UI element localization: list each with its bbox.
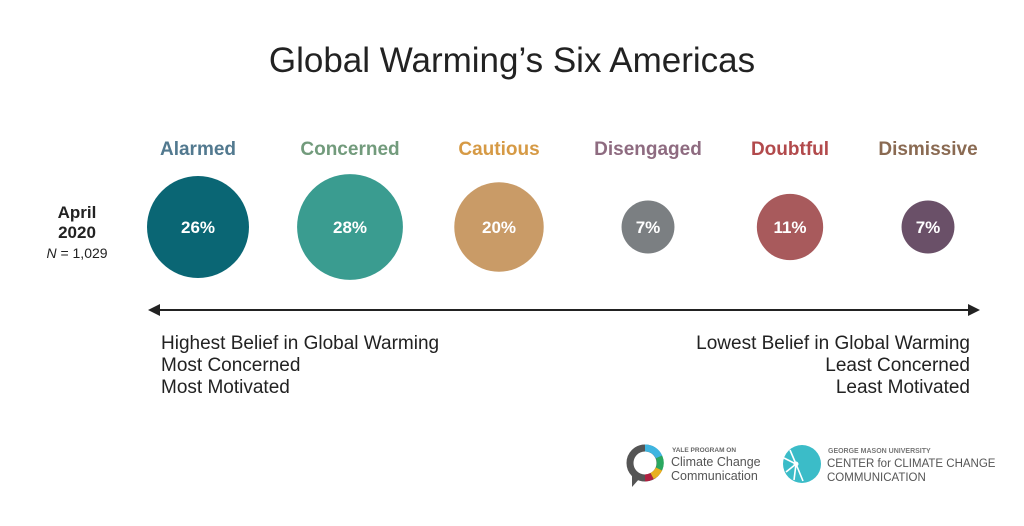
n-symbol: N [46, 245, 57, 261]
bubble-disengaged [621, 200, 675, 254]
belief-axis [148, 304, 980, 316]
arrow-right-icon [968, 304, 980, 316]
axis-left-label: Most Concerned [161, 355, 300, 376]
bubbles: Alarmed 26% Concerned 28% Cautious 20% Disenga… [147, 139, 978, 280]
axis-right-label: Least Motivated [836, 377, 970, 398]
value-label-doubtful: 11% [773, 218, 806, 237]
row-label-n: N = 1,029 [46, 245, 107, 261]
n-value: = 1,029 [60, 245, 107, 261]
bubble-cautious [454, 182, 544, 272]
value-label-concerned: 28% [333, 218, 367, 237]
axis-left-label: Most Motivated [161, 377, 290, 398]
axis-left-label: Highest Belief in Global Warming [161, 333, 439, 354]
yale-logo: YALE PROGRAM ON Climate Change Communica… [626, 444, 761, 487]
gmu-logo-small: GEORGE MASON UNIVERSITY [828, 448, 931, 455]
bubble-alarmed [147, 176, 249, 278]
arrow-left-icon [148, 304, 160, 316]
speech-ring-icon [626, 444, 664, 487]
shell-icon [783, 445, 821, 483]
axis-right-label: Lowest Belief in Global Warming [696, 333, 970, 354]
yale-logo-line2: Communication [671, 469, 758, 483]
category-label-disengaged: Disengaged [594, 139, 702, 160]
value-label-alarmed: 26% [181, 218, 215, 237]
row-label-year: 2020 [58, 223, 96, 242]
category-label-cautious: Cautious [458, 139, 539, 160]
gmu-logo: GEORGE MASON UNIVERSITY CENTER for CLIMA… [783, 445, 996, 484]
bubble-concerned [297, 174, 403, 280]
yale-logo-small: YALE PROGRAM ON [672, 447, 736, 454]
bubble-doubtful [756, 193, 824, 261]
value-label-cautious: 20% [482, 218, 516, 237]
value-label-dismissive: 7% [916, 218, 941, 237]
category-label-dismissive: Dismissive [878, 139, 977, 160]
axis-right-label: Least Concerned [825, 355, 970, 376]
row-label: April 2020 N = 1,029 [46, 203, 107, 261]
axis-left-labels: Highest Belief in Global Warming Most Co… [161, 333, 439, 398]
category-label-alarmed: Alarmed [160, 139, 236, 160]
gmu-logo-line2: COMMUNICATION [827, 472, 926, 484]
bubble-dismissive [901, 200, 955, 254]
axis-right-labels: Lowest Belief in Global Warming Least Co… [696, 333, 970, 398]
value-label-disengaged: 7% [636, 218, 661, 237]
yale-logo-line1: Climate Change [671, 455, 761, 469]
chart-title: Global Warming’s Six Americas [269, 41, 755, 80]
gmu-logo-line1: CENTER for CLIMATE CHANGE [827, 458, 996, 470]
category-label-concerned: Concerned [300, 139, 399, 160]
row-label-month: April [58, 203, 97, 222]
category-label-doubtful: Doubtful [751, 139, 829, 160]
